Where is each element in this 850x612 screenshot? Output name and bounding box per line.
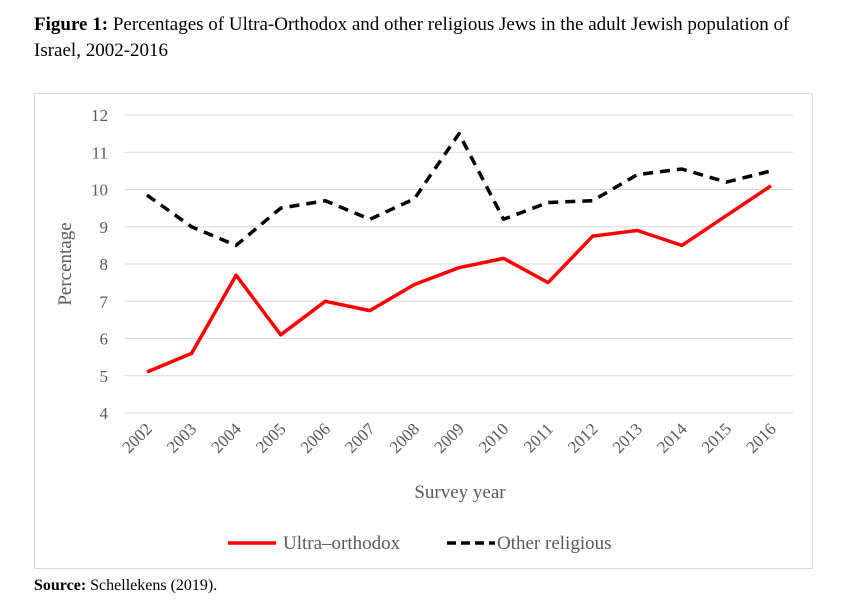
x-tick-label: 2012: [564, 419, 601, 456]
x-tick-label: 2013: [609, 419, 646, 456]
chart-frame: 4 5 6 7 8 9 10 11 12 2002 2003 2004 2005 2006 2007 200…: [34, 93, 813, 569]
x-tick-label: 2002: [118, 419, 155, 456]
y-tick-label: 5: [100, 367, 109, 386]
y-tick-label: 12: [91, 106, 108, 125]
y-tick-label: 10: [91, 181, 108, 200]
x-tick-label: 2010: [475, 419, 512, 456]
y-tick-label: 11: [92, 143, 108, 162]
figure-label: Figure 1:: [34, 14, 109, 35]
x-tick-label: 2014: [653, 419, 691, 457]
gridlines: [125, 114, 793, 414]
x-tick-label: 2004: [207, 419, 245, 457]
y-tick-label: 9: [100, 218, 109, 237]
y-tick-label: 4: [100, 404, 109, 423]
source-note: Source: Schellekens (2019).: [34, 575, 217, 597]
x-tick-label: 2003: [163, 419, 200, 456]
x-tick-label: 2009: [430, 419, 467, 456]
x-tick-label: 2008: [386, 419, 423, 456]
legend-label: Other religious: [497, 533, 612, 554]
x-axis-title: Survey year: [414, 482, 506, 503]
y-axis-title: Percentage: [55, 222, 76, 305]
x-tick-label: 2011: [520, 419, 557, 456]
y-tick-label: 6: [100, 330, 109, 349]
series-line-ultra-orthodox: [146, 184, 772, 374]
x-tick-label: 2005: [252, 419, 289, 456]
legend-label: Ultra–orthodox: [283, 533, 401, 554]
x-tick-label: 2015: [698, 419, 735, 456]
x-tick-label: 2016: [742, 419, 779, 456]
source-text: Schellekens (2019).: [90, 577, 218, 594]
series-lines: [145, 131, 772, 374]
legend: Ultra–orthodox Other religious: [228, 533, 612, 554]
x-axis-ticks: 2002 2003 2004 2005 2006 2007 2008 2009 2010 2011…: [118, 419, 779, 457]
y-tick-label: 8: [100, 255, 109, 274]
y-axis-ticks: 4 5 6 7 8 9 10 11 12: [91, 106, 109, 423]
y-tick-label: 7: [100, 292, 109, 311]
x-tick-label: 2006: [297, 419, 334, 456]
source-label: Source:: [34, 577, 87, 594]
figure-title: Percentages of Ultra-Orthodox and other …: [34, 14, 790, 61]
x-tick-label: 2007: [341, 419, 379, 457]
figure-caption: Figure 1: Percentages of Ultra-Orthodox …: [34, 12, 814, 64]
